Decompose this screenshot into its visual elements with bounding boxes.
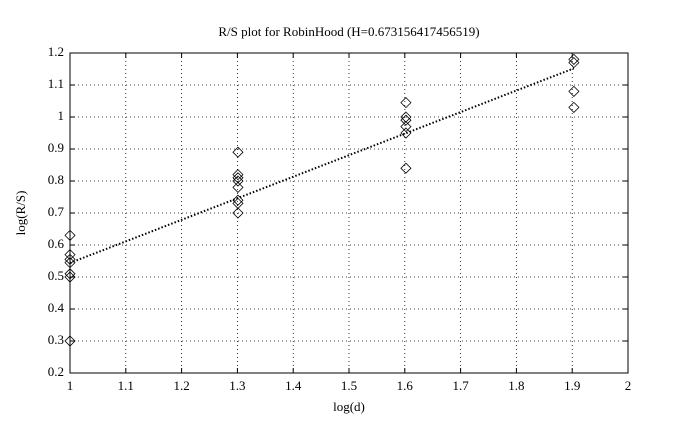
point [232, 169, 244, 181]
fit-line [69, 67, 575, 264]
x-tick-label: 1.6 [397, 378, 414, 393]
point [400, 162, 412, 174]
point [568, 53, 580, 65]
y-tick-label: 1.1 [48, 76, 64, 91]
y-tick-label: 0.4 [48, 300, 65, 315]
y-axis-label: log(R/S) [13, 191, 28, 236]
x-tick-label: 1.1 [118, 378, 134, 393]
point [400, 97, 412, 109]
point [568, 101, 580, 113]
point [64, 253, 76, 265]
y-tick-label: 0.7 [48, 204, 65, 219]
point [400, 127, 412, 139]
point [232, 207, 244, 219]
point [232, 175, 244, 187]
x-axis-label: log(d) [333, 399, 365, 414]
point [64, 249, 76, 261]
x-tick-label: 1.3 [229, 378, 245, 393]
x-tick-label: 1 [67, 378, 74, 393]
y-tick-label: 0.2 [48, 364, 64, 379]
x-tick-label: 1.4 [285, 378, 302, 393]
y-tick-label: 1 [58, 108, 65, 123]
y-tick-label: 0.6 [48, 236, 65, 251]
y-tick-label: 0.8 [48, 172, 64, 187]
point [568, 57, 580, 69]
point [64, 229, 76, 241]
y-tick-label: 0.3 [48, 332, 64, 347]
point [64, 271, 76, 283]
point [232, 194, 244, 206]
y-tick-label: 0.9 [48, 140, 64, 155]
y-tick-label: 0.5 [48, 268, 64, 283]
x-tick-label: 2 [625, 378, 632, 393]
x-tick-label: 1.7 [452, 378, 469, 393]
point [400, 114, 412, 126]
y-tick-label: 1.2 [48, 44, 64, 59]
point [64, 268, 76, 280]
x-tick-label: 1.9 [564, 378, 580, 393]
point [568, 85, 580, 97]
point [232, 146, 244, 158]
point [400, 121, 412, 133]
x-tick-label: 1.5 [341, 378, 357, 393]
plot-frame [69, 52, 629, 374]
chart-title: R/S plot for RobinHood (H=0.673156417456… [218, 24, 479, 39]
point [64, 335, 76, 347]
x-tick-label: 1.8 [508, 378, 524, 393]
x-tick-label: 1.2 [173, 378, 189, 393]
point [232, 181, 244, 193]
